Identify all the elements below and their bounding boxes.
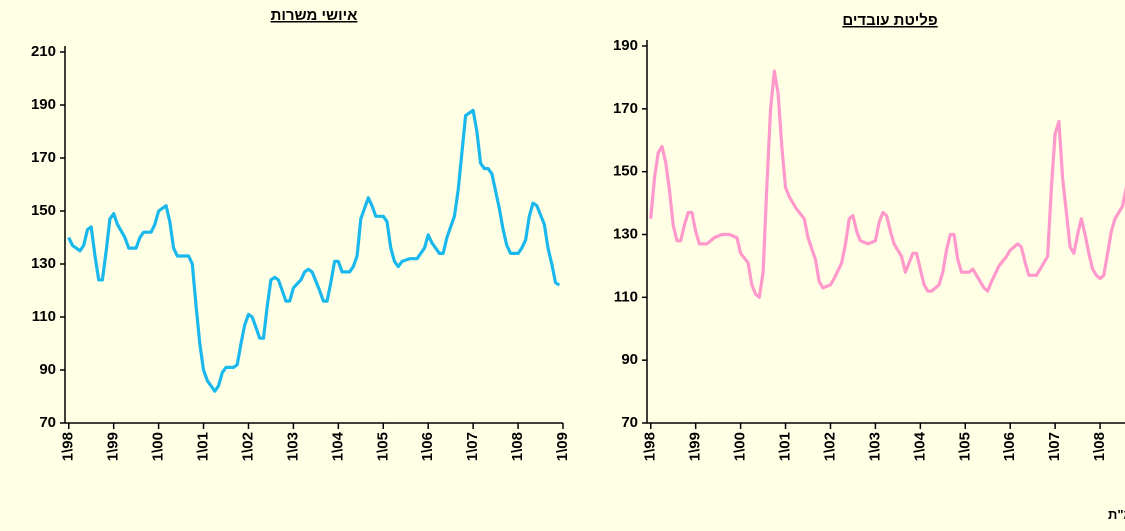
x-tick-label: 1\99 — [687, 432, 704, 461]
y-tick-label: 70 — [39, 414, 56, 431]
data-line — [67, 108, 561, 393]
y-tick-label: 150 — [31, 202, 56, 219]
y-tick-label: 110 — [32, 308, 56, 325]
x-tick-label: 1\08 — [509, 432, 526, 461]
x-tick-label: 1\09 — [554, 432, 571, 461]
y-tick-label: 150 — [613, 163, 638, 180]
y-tick-label: 130 — [613, 225, 638, 242]
chart-title: פליטת עובדים — [842, 12, 937, 29]
y-tick-label: 110 — [614, 288, 638, 305]
y-tick-label: 90 — [621, 351, 638, 368]
y-tick-label: 130 — [31, 255, 56, 272]
x-tick-label: 1\05 — [956, 432, 973, 461]
x-tick-label: 1\99 — [105, 432, 122, 461]
x-tick-label: 1\05 — [374, 432, 391, 461]
x-tick-label: 1\06 — [1001, 432, 1018, 461]
y-tick-label: 170 — [613, 100, 638, 117]
y-tick-label: 210 — [31, 43, 56, 60]
y-tick-label: 70 — [621, 414, 638, 431]
x-tick-label: 1\06 — [419, 432, 436, 461]
chart-panel: איושי משרות 70 90 110 130 150 170 190 210 1\98 1\9… — [31, 7, 571, 461]
y-tick-label: 190 — [31, 96, 56, 113]
x-tick-label: 1\03 — [866, 432, 883, 461]
x-tick-label: 1\02 — [239, 432, 256, 461]
data-line — [649, 69, 1125, 299]
x-tick-label: 1\03 — [284, 432, 301, 461]
x-tick-label: 1\04 — [911, 431, 928, 461]
chart-title: איושי משרות — [271, 7, 358, 24]
y-tick-label: 170 — [31, 149, 56, 166]
source-note: מקור: מינהל מחקר וכלכלה, משרד התמ"ת — [1108, 507, 1125, 522]
x-tick-label: 1\02 — [821, 432, 838, 461]
x-tick-label: 1\01 — [776, 432, 793, 461]
x-tick-label: 1\98 — [60, 432, 77, 461]
x-tick-label: 1\04 — [329, 431, 346, 461]
x-tick-label: 1\08 — [1091, 432, 1108, 461]
y-tick-label: 190 — [613, 37, 638, 54]
x-tick-label: 1\07 — [1046, 432, 1063, 461]
y-tick-label: 90 — [39, 361, 56, 378]
x-tick-label: 1\07 — [464, 432, 481, 461]
x-tick-label: 1\00 — [732, 432, 749, 461]
x-tick-label: 1\98 — [642, 432, 659, 461]
chart-panel: פליטת עובדים 70 90 110 130 150 170 190 1\98 1\99 1… — [613, 12, 1125, 461]
x-tick-label: 1\01 — [194, 432, 211, 461]
x-tick-label: 1\00 — [150, 432, 167, 461]
